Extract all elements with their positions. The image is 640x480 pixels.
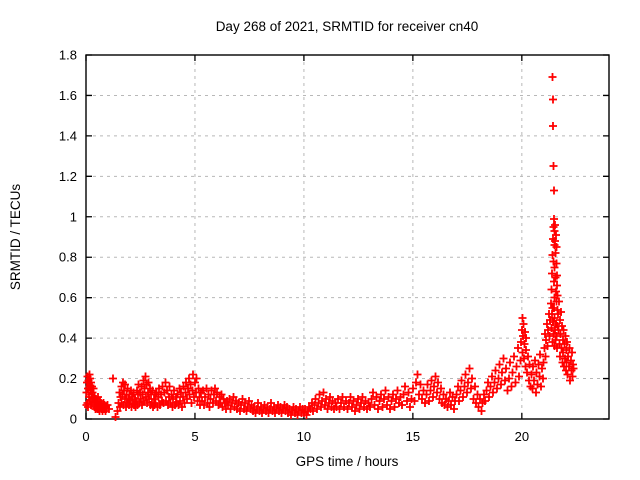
grid-lines [86,55,609,419]
series-srmtid-markers [82,73,578,421]
y-axis-label: SRMTID / TECUs [8,184,23,291]
y-tick-label: 0.4 [59,331,77,346]
x-tick-label: 15 [406,429,420,444]
chart-title: Day 268 of 2021, SRMTID for receiver cn4… [216,19,479,34]
tick-labels: 0 5 10 15 20 0 0.2 0.4 0.6 0.8 1 1.2 1.4 1.6 1.8 [59,48,529,445]
y-tick-label: 0.2 [59,371,77,386]
y-tick-label: 0 [70,412,77,427]
y-tick-label: 1.2 [59,169,77,184]
x-tick-label: 10 [297,429,311,444]
y-tick-label: 0.6 [59,290,77,305]
y-tick-label: 1.4 [59,128,77,143]
scatter-points [82,73,578,421]
x-tick-label: 5 [191,429,198,444]
x-tick-label: 20 [515,429,529,444]
y-tick-label: 1.8 [59,48,77,63]
y-tick-label: 1 [70,209,77,224]
y-tick-label: 0.8 [59,250,77,265]
plot-border [85,54,610,420]
x-axis-label: GPS time / hours [296,454,399,469]
y-tick-label: 1.6 [59,88,77,103]
x-tick-label: 0 [82,429,89,444]
